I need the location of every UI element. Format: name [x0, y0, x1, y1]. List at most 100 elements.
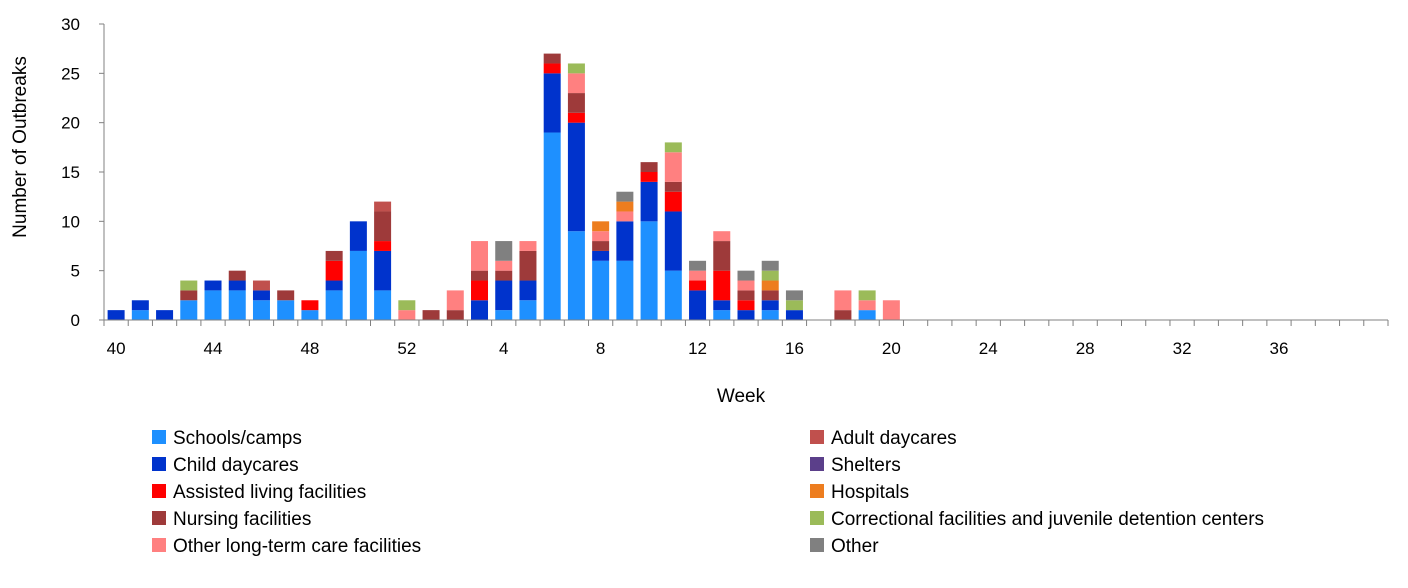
bar-segment — [664, 270, 682, 320]
legend-label: Assisted living facilities — [173, 482, 366, 503]
bar-segment — [592, 221, 610, 232]
x-tick-label: 16 — [785, 339, 804, 358]
bar-segment — [567, 122, 585, 232]
y-tick-label: 25 — [61, 64, 80, 83]
bar-segment — [761, 260, 779, 271]
bar-segment — [664, 152, 682, 182]
bar-segment — [616, 191, 634, 202]
bar-segment — [858, 300, 876, 311]
bar-segment — [543, 132, 561, 320]
bar-segment — [785, 290, 803, 301]
y-tick-label: 0 — [71, 311, 80, 330]
bar-segment — [689, 290, 707, 320]
bar-segment — [567, 73, 585, 94]
x-tick-label: 36 — [1270, 339, 1289, 358]
legend-swatch — [810, 538, 824, 552]
x-tick-label: 8 — [596, 339, 605, 358]
bar-segment — [689, 270, 707, 281]
legend-label: Other long-term care facilities — [173, 536, 421, 557]
bar-segment — [349, 221, 367, 251]
x-tick-label: 4 — [499, 339, 508, 358]
bar-segment — [180, 290, 198, 301]
bar-segment — [567, 112, 585, 123]
bar-segment — [616, 260, 634, 320]
x-tick-label: 12 — [688, 339, 707, 358]
bar-segment — [374, 211, 392, 242]
bar-segment — [374, 250, 392, 291]
x-tick-label: 28 — [1076, 339, 1095, 358]
bar-segment — [228, 270, 246, 281]
bar-segment — [204, 280, 222, 291]
bar-segment — [252, 280, 270, 291]
bar-segment — [616, 211, 634, 222]
bar-segment — [374, 290, 392, 320]
bar-segment — [689, 280, 707, 291]
bar-segment — [543, 63, 561, 74]
bar-segment — [567, 63, 585, 74]
bar-segment — [325, 280, 343, 291]
bar-segment — [446, 310, 464, 320]
bar-segment — [277, 290, 295, 301]
legend-label: Adult daycares — [831, 428, 957, 449]
bar-segment — [398, 300, 416, 311]
y-tick-label: 20 — [61, 114, 80, 133]
bar-segment — [519, 280, 537, 301]
bar-segment — [374, 241, 392, 251]
bar-segment — [737, 290, 755, 301]
legend-label: Child daycares — [173, 455, 299, 476]
y-tick-label: 15 — [61, 163, 80, 182]
bar-segment — [325, 260, 343, 281]
bar-segment — [713, 270, 731, 301]
bar-segment — [664, 191, 682, 212]
x-tick-label: 48 — [300, 339, 319, 358]
bar-segment — [664, 142, 682, 153]
bar-segment — [761, 310, 779, 320]
bar-segment — [228, 280, 246, 291]
bar-segment — [761, 290, 779, 301]
bar-segment — [713, 231, 731, 242]
bar-segment — [834, 310, 852, 320]
bar-segment — [204, 290, 222, 320]
bar-segment — [713, 241, 731, 271]
bar-segment — [471, 280, 489, 301]
bar-segment — [156, 310, 174, 320]
bar-segment — [325, 290, 343, 320]
bar-segment — [519, 250, 537, 281]
x-tick-label: 32 — [1173, 339, 1192, 358]
legend: Schools/camps Adult daycares Child daycare… — [152, 428, 1264, 557]
bar-segment — [640, 181, 658, 222]
bar-segment — [761, 280, 779, 291]
x-tick-label: 20 — [882, 339, 901, 358]
y-tick-label: 30 — [61, 15, 80, 34]
bar-segment — [592, 250, 610, 261]
legend-swatch — [810, 430, 824, 444]
bar-segment — [713, 300, 731, 311]
legend-swatch — [810, 484, 824, 498]
y-tick-label: 10 — [61, 212, 80, 231]
bar-segment — [325, 250, 343, 261]
bar-segment — [228, 290, 246, 320]
bar-segment — [422, 310, 440, 320]
legend-swatch — [152, 511, 166, 525]
legend-swatch — [810, 457, 824, 471]
y-axis-title: Number of Outbreaks — [10, 56, 31, 238]
bar-segment — [471, 300, 489, 320]
bar-segment — [737, 300, 755, 311]
bar-segment — [737, 270, 755, 281]
legend-swatch — [152, 538, 166, 552]
bar-segment — [785, 310, 803, 320]
bar-segment — [495, 260, 513, 271]
legend-label: Hospitals — [831, 482, 909, 503]
bar-segment — [664, 211, 682, 271]
bar-segment — [689, 260, 707, 271]
bar-segment — [519, 241, 537, 251]
bar-segment — [301, 300, 319, 311]
bar-segment — [131, 300, 149, 311]
bar-segment — [495, 241, 513, 261]
bar-segment — [592, 260, 610, 320]
bar-segment — [519, 300, 537, 320]
bar-segment — [592, 231, 610, 242]
legend-swatch — [152, 457, 166, 471]
legend-label: Shelters — [831, 455, 901, 476]
